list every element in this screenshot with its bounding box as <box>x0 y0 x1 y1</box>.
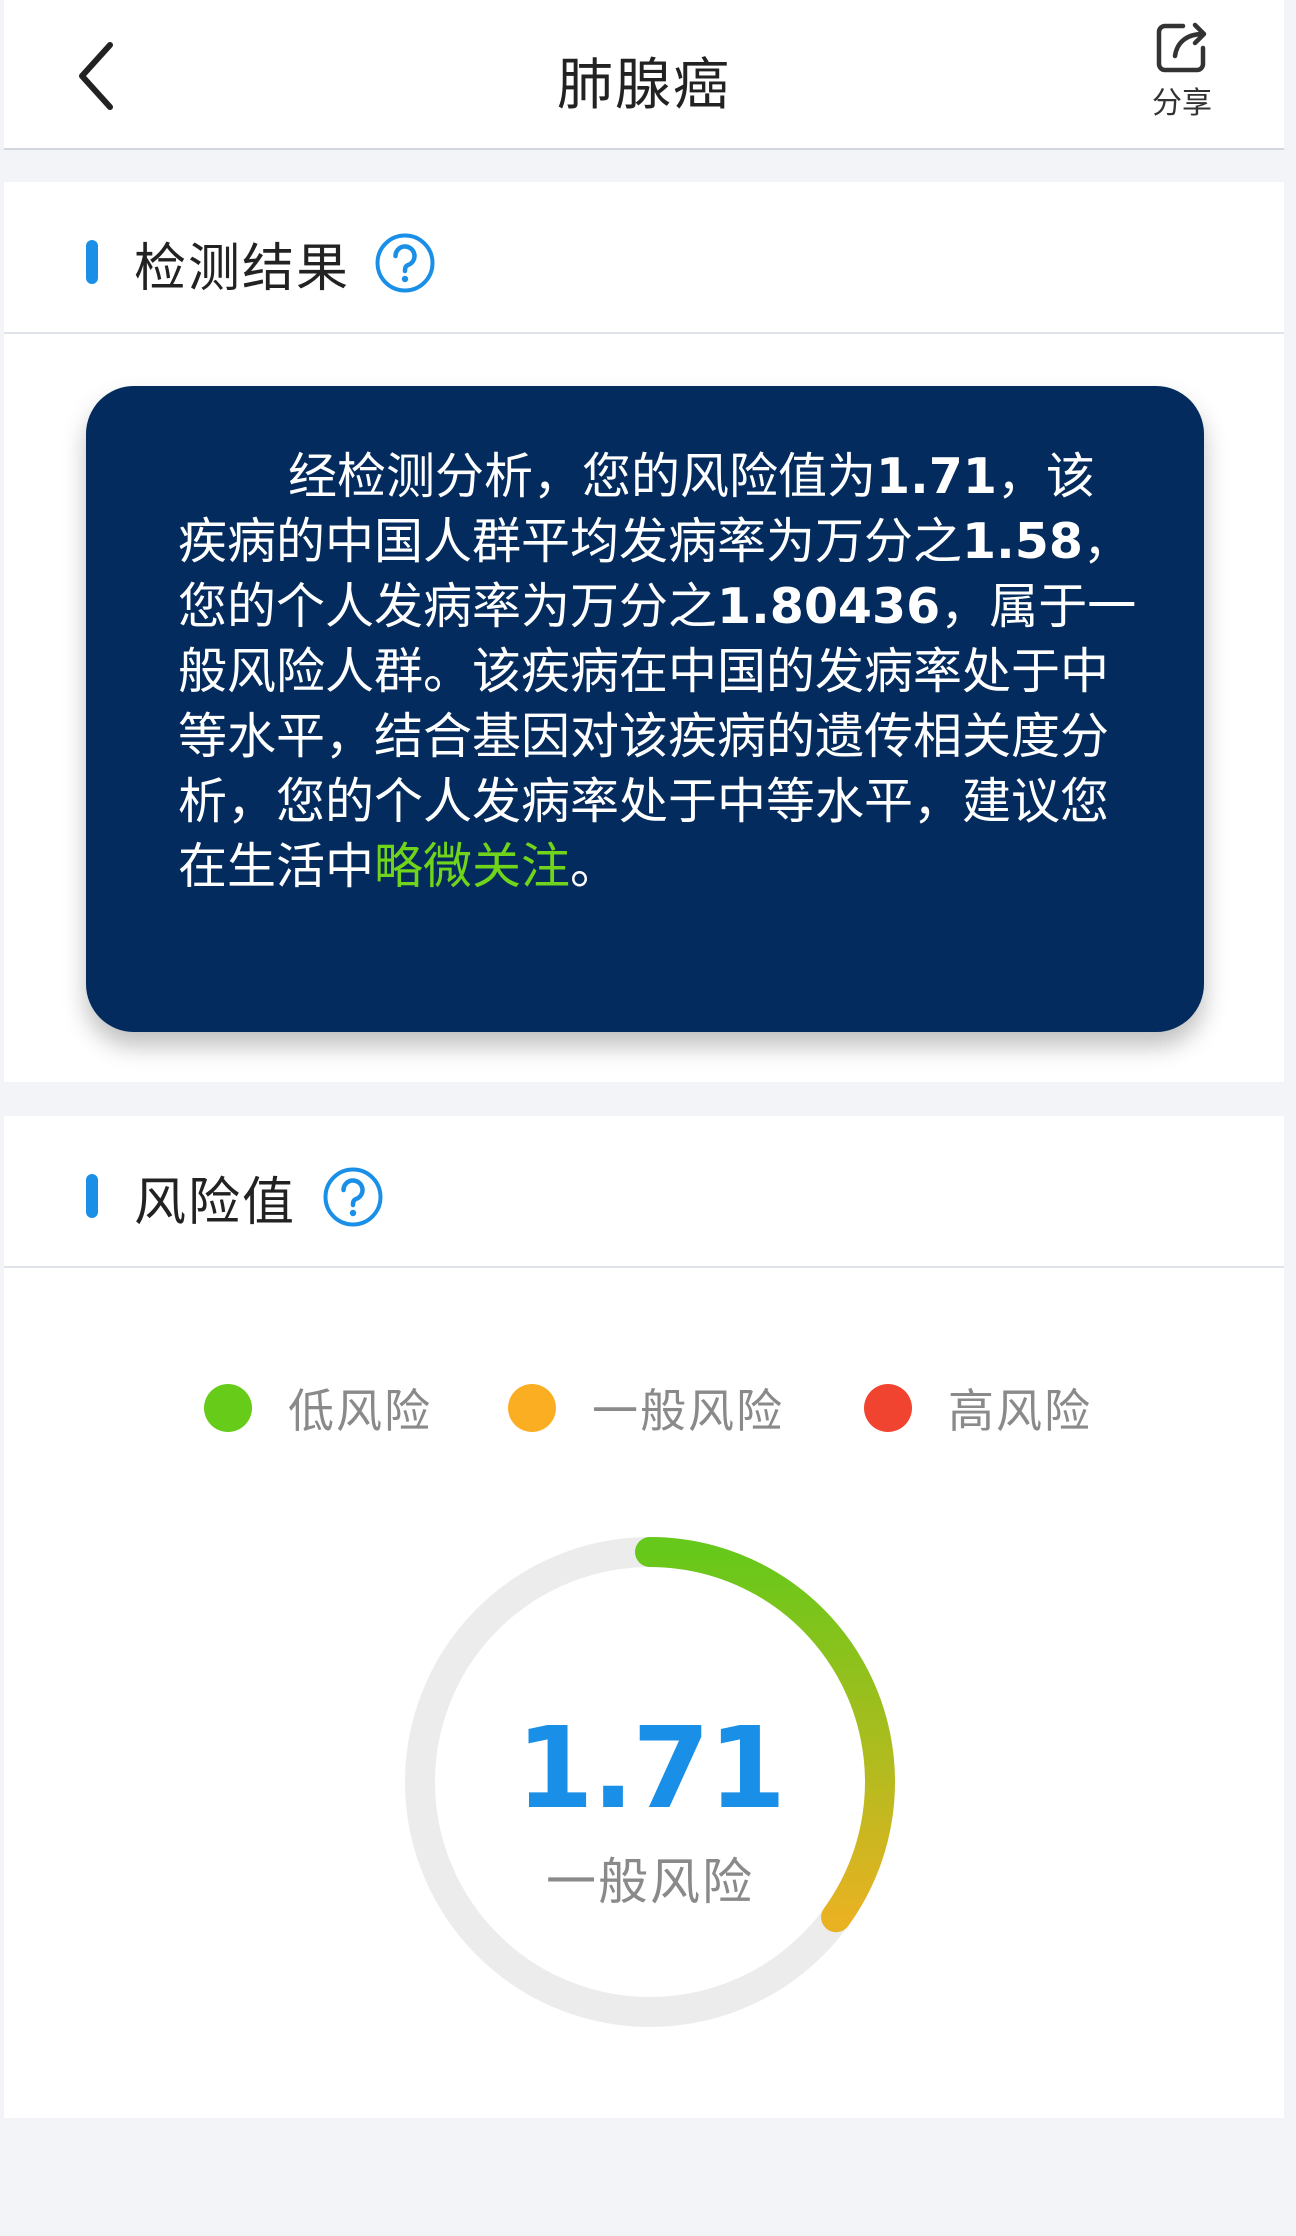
legend-dot-low <box>204 1384 252 1432</box>
section-accent-bar <box>86 240 98 284</box>
legend-item-high: 高风险 <box>864 1378 1092 1438</box>
gauge-value: 1.71 <box>515 1704 786 1834</box>
risk-section-header: 风险值 <box>4 1116 1284 1268</box>
section-accent-bar <box>86 1174 98 1218</box>
risk-section-title: 风险值 <box>134 1173 297 1233</box>
help-icon[interactable] <box>322 1166 384 1228</box>
share-button[interactable]: 分享 <box>1134 18 1230 128</box>
page-title: 肺腺癌 <box>557 53 731 118</box>
app-screen: 肺腺癌 分享 检测结果 经检测分析，您的风险值为1.71，该疾病的中国人群平均发… <box>4 0 1284 2236</box>
detection-section-title: 检测结果 <box>134 239 351 299</box>
risk-gauge: 1.71 一般风险 <box>390 1522 910 2042</box>
legend-dot-high <box>864 1384 912 1432</box>
gauge-level: 一般风险 <box>546 1853 754 1911</box>
summary-text-prefix: 经检测分析，您的风险值为 <box>288 448 877 505</box>
summary-personal-rate: 1.80436 <box>717 578 941 635</box>
help-icon[interactable] <box>374 232 436 294</box>
summary-text-end: 。 <box>570 838 620 895</box>
chevron-left-icon <box>79 42 113 110</box>
detection-card: 检测结果 经检测分析，您的风险值为1.71，该疾病的中国人群平均发病率为万分之1… <box>4 182 1284 1082</box>
risk-card: 风险值 低风险 一般风险 高风险 <box>4 1116 1284 2118</box>
legend-label-high: 高风险 <box>948 1384 1092 1438</box>
legend-item-medium: 一般风险 <box>508 1378 784 1438</box>
result-summary-box: 经检测分析，您的风险值为1.71，该疾病的中国人群平均发病率为万分之1.58，您… <box>86 386 1204 1032</box>
share-label: 分享 <box>1152 86 1212 121</box>
summary-text-part4: ，属于一般风险人群。该疾病在中国的发病率处于中等水平，结合基因对该疾病的遗传相关… <box>178 578 1137 895</box>
legend-dot-medium <box>508 1384 556 1432</box>
gauge-ring <box>405 1537 895 2027</box>
gauge-arc <box>635 1537 895 1933</box>
legend-label-medium: 一般风险 <box>592 1384 784 1438</box>
summary-text-part3: ，您的个人发病率为万分之 <box>178 513 1132 635</box>
back-button[interactable] <box>66 38 126 114</box>
detection-section-header: 检测结果 <box>4 182 1284 334</box>
result-summary-text: 经检测分析，您的风险值为1.71，该疾病的中国人群平均发病率为万分之1.58，您… <box>178 444 1138 899</box>
summary-average-rate: 1.58 <box>962 513 1083 570</box>
share-icon <box>1156 22 1207 73</box>
summary-risk-value: 1.71 <box>876 448 997 505</box>
nav-header: 肺腺癌 分享 <box>4 0 1284 150</box>
legend-label-low: 低风险 <box>288 1384 432 1438</box>
summary-text-part2: ，该疾病的中国人群平均发病率为万分之 <box>178 448 1095 570</box>
risk-legend: 低风险 一般风险 高风险 <box>204 1378 1124 1438</box>
summary-advice: 略微关注 <box>374 838 571 895</box>
legend-item-low: 低风险 <box>204 1378 432 1438</box>
